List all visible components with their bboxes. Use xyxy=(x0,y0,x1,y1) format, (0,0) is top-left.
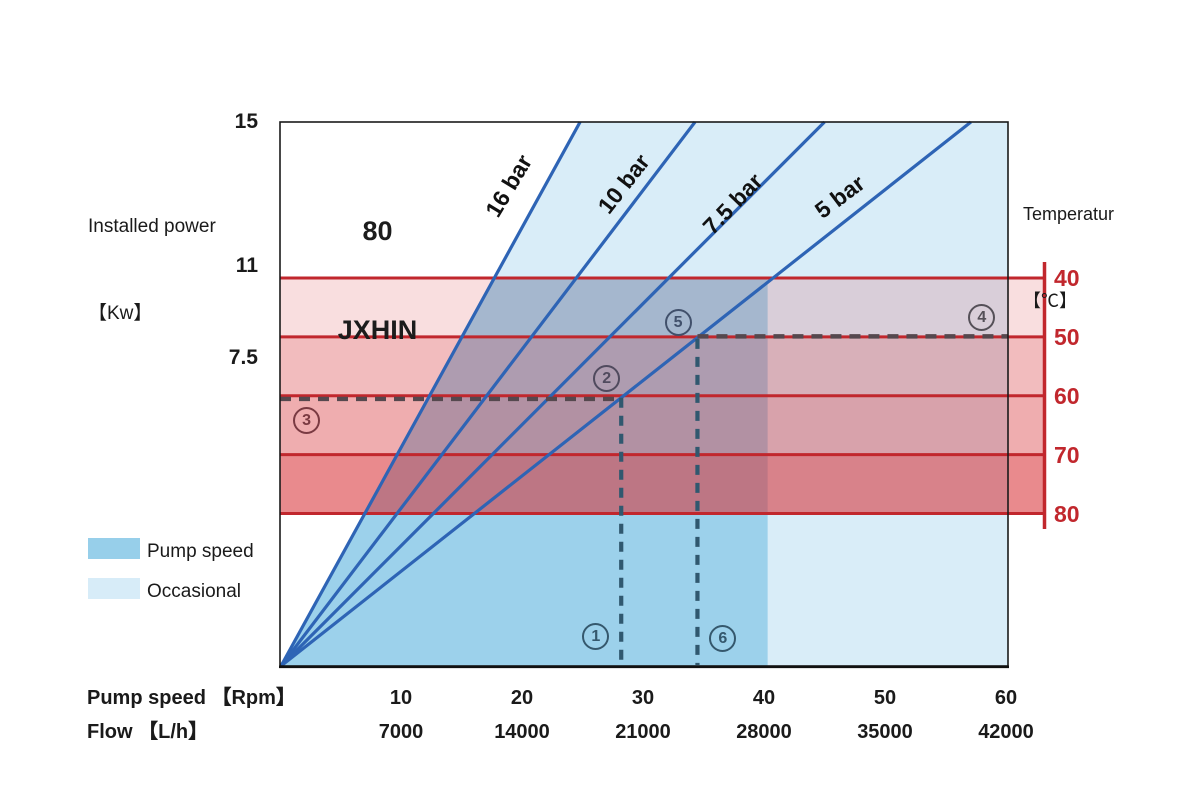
pressure-line-16-bar xyxy=(279,121,582,667)
chart-title-model: 80 xyxy=(362,216,393,246)
temp-tick-50: 50 xyxy=(1054,323,1080,350)
x-tick-flow-14000: 14000 xyxy=(494,721,550,743)
legend-swatch-pump-speed xyxy=(88,538,140,559)
point-marker-4: 4 xyxy=(968,304,996,332)
y-tick-15: 15 xyxy=(234,110,258,133)
x-tick-rpm-20: 20 xyxy=(510,687,534,709)
right-axis-title-line2: 【℃】 xyxy=(1023,291,1077,311)
point-marker-1: 1 xyxy=(582,623,610,651)
legend-swatch-occasional xyxy=(88,578,140,599)
temp-tick-80: 80 xyxy=(1054,500,1080,527)
x-tick-rpm-10: 10 xyxy=(389,687,413,709)
x-tick-flow-7000: 7000 xyxy=(378,721,424,743)
legend-label-occasional: Occasional xyxy=(147,581,241,602)
x-axis-flow-label: Flow 【L/h】 xyxy=(87,721,209,743)
x-axis-rpm-label: Pump speed 【Rpm】 xyxy=(87,687,296,709)
right-axis-title: Temperatur 【℃】 xyxy=(1023,142,1114,374)
temp-band-70-80 xyxy=(280,454,1045,514)
temp-tick-40: 40 xyxy=(1054,265,1080,291)
point-marker-3: 3 xyxy=(293,407,321,435)
x-tick-flow-28000: 28000 xyxy=(736,721,792,743)
x-tick-flow-21000: 21000 xyxy=(615,721,671,743)
x-tick-flow-35000: 35000 xyxy=(857,721,913,743)
point-marker-6: 6 xyxy=(709,624,737,652)
y-tick-11: 11 xyxy=(235,254,258,277)
y-tick-7.5: 7.5 xyxy=(228,346,258,369)
left-axis-title-line1: Installed power xyxy=(88,216,216,237)
pressure-line-5-bar xyxy=(280,120,972,668)
chart-title-series: JXHIN xyxy=(337,315,418,345)
legend-label-pump-speed: Pump speed xyxy=(147,541,254,562)
right-axis-title-line1: Temperatur xyxy=(1023,204,1115,224)
point-marker-5: 5 xyxy=(664,309,692,337)
x-tick-rpm-60: 60 xyxy=(994,687,1018,709)
chart-title: 80 JXHIN xyxy=(305,149,450,413)
temp-band-60-70 xyxy=(280,395,1045,455)
x-tick-rpm-40: 40 xyxy=(752,687,776,709)
x-tick-rpm-50: 50 xyxy=(873,687,897,709)
left-axis-title: Installed power 【Kw】 xyxy=(88,154,216,386)
left-axis-title-line2: 【Kw】 xyxy=(88,303,153,324)
temp-tick-60: 60 xyxy=(1054,382,1080,409)
pressure-line-7.5-bar xyxy=(279,120,826,668)
x-tick-flow-42000: 42000 xyxy=(978,721,1034,743)
pressure-line-10-bar xyxy=(279,121,697,667)
point-marker-2: 2 xyxy=(593,364,621,392)
temp-tick-70: 70 xyxy=(1054,441,1080,468)
temp-band-40-50 xyxy=(280,278,1045,337)
x-tick-rpm-30: 30 xyxy=(631,687,655,709)
